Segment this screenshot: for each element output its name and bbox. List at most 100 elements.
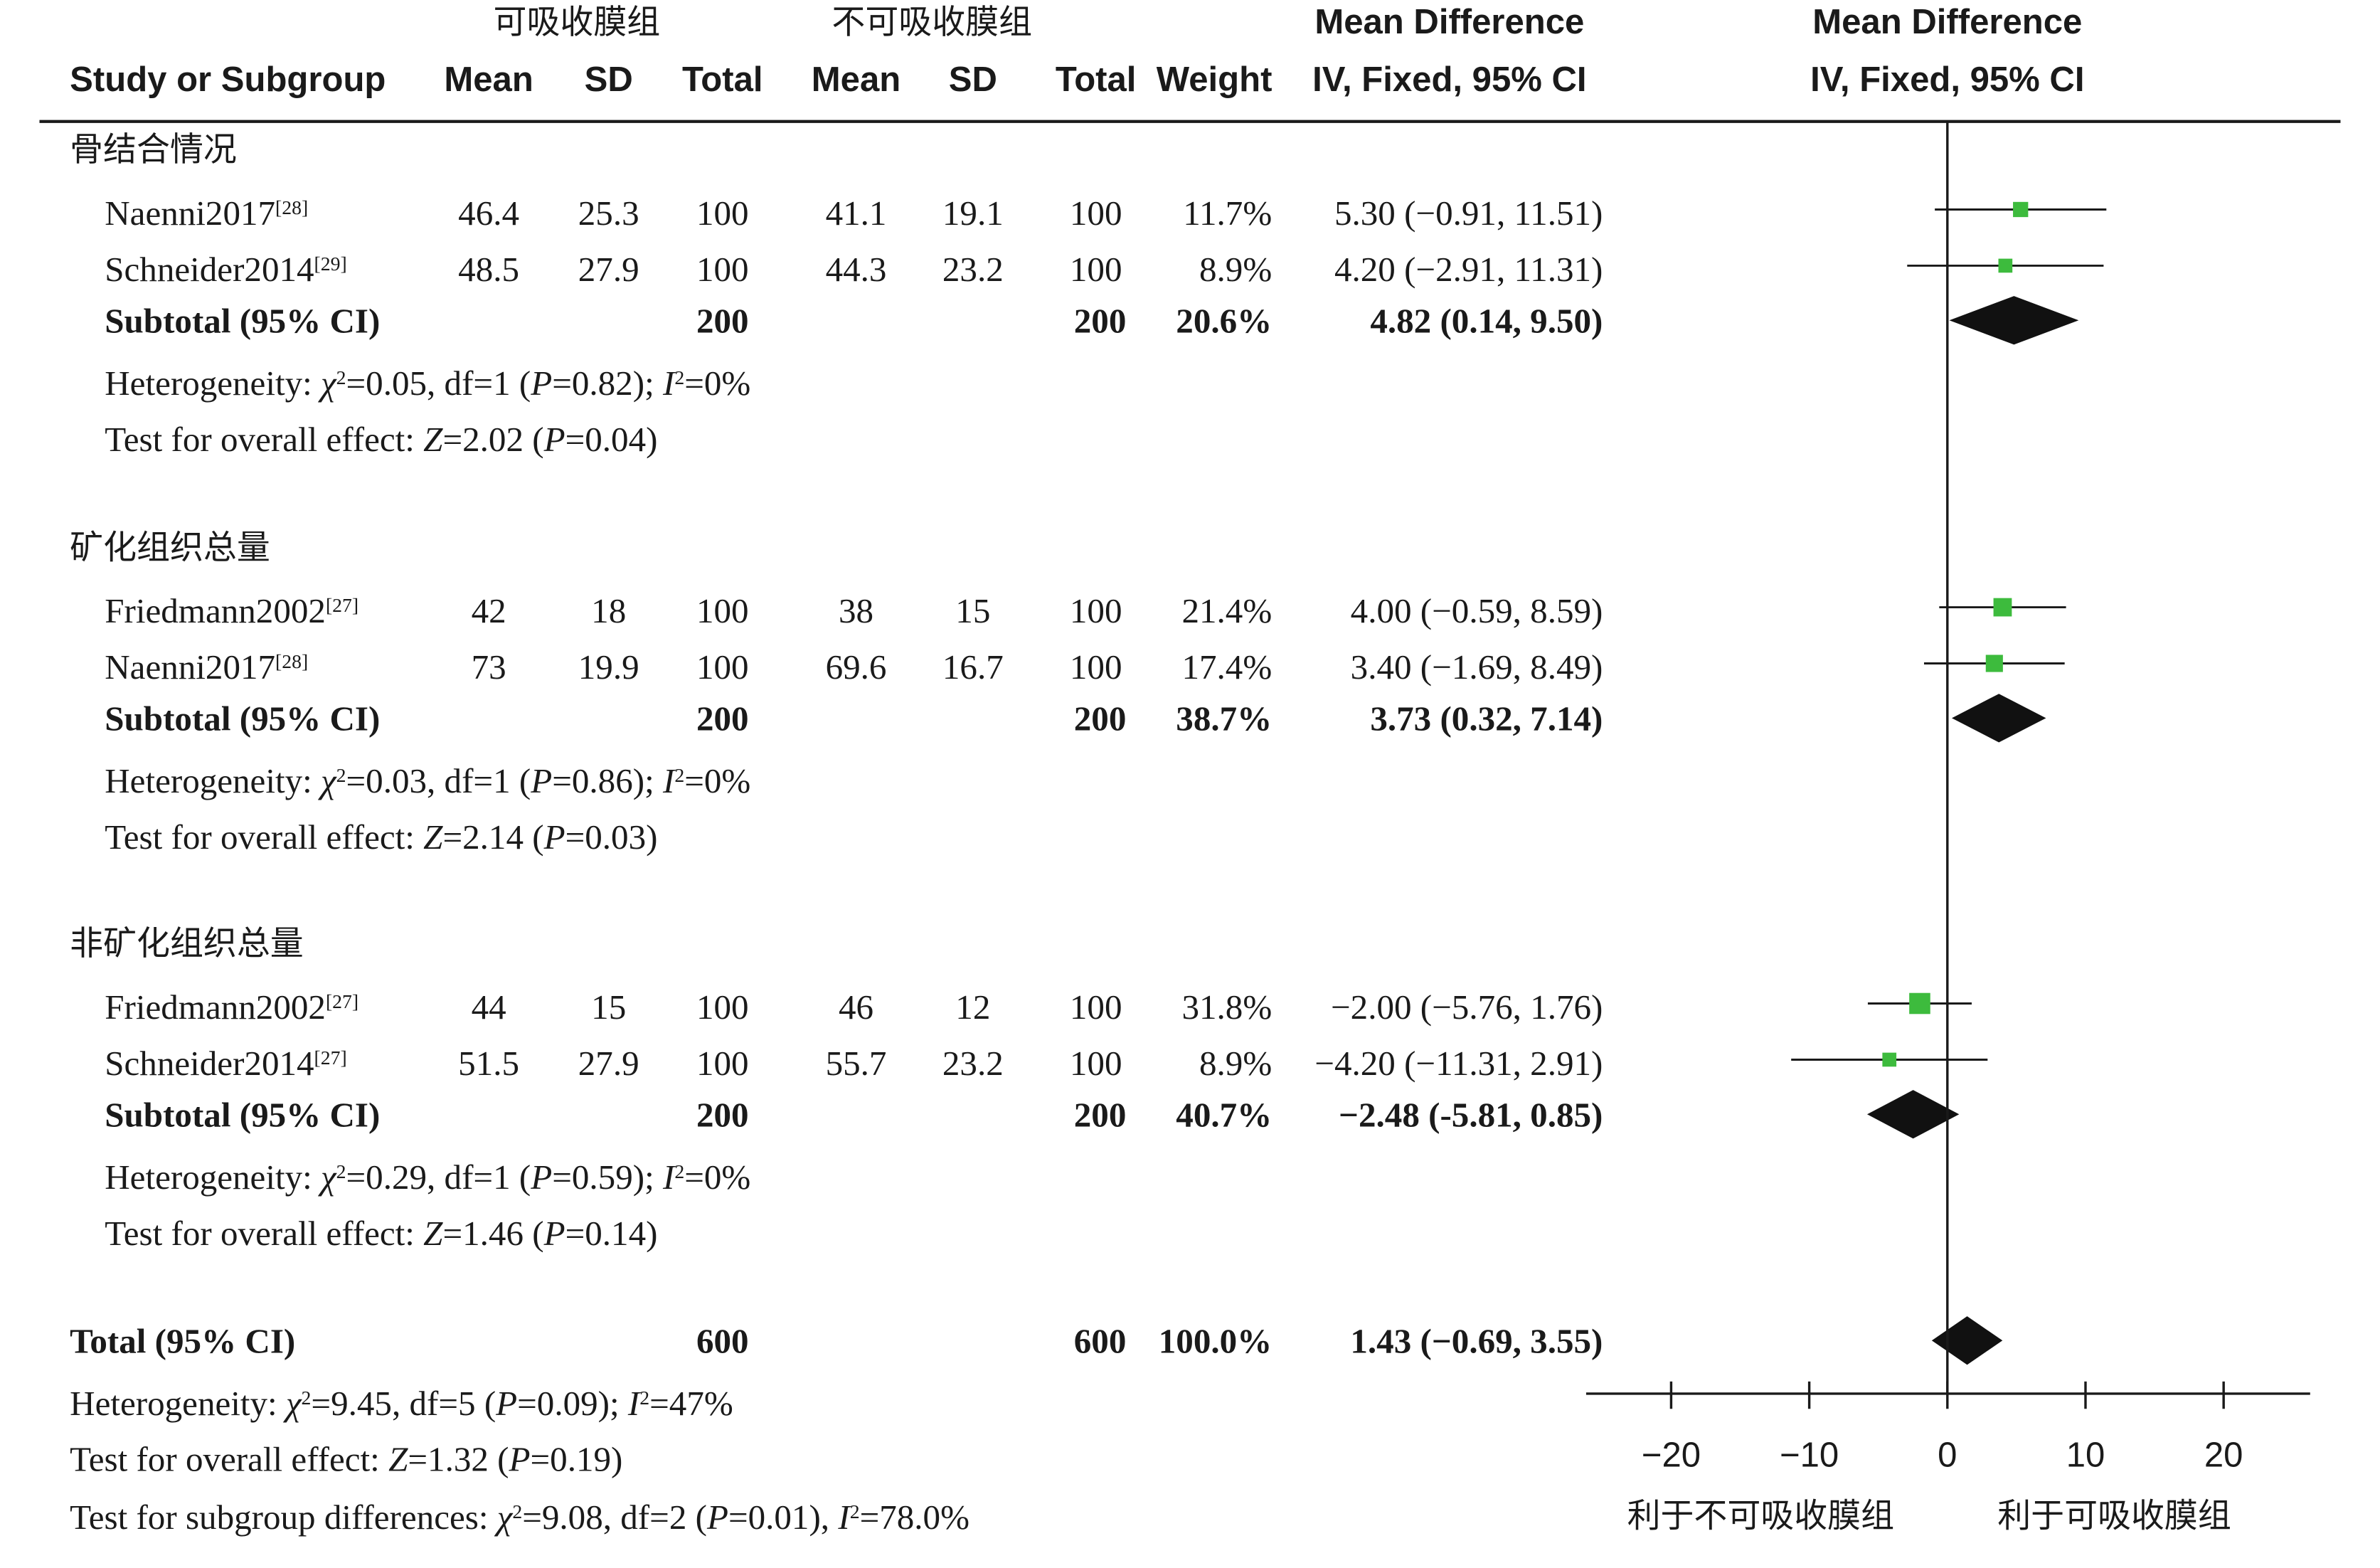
column-header: Total	[682, 60, 763, 99]
experimental-group-header: 可吸收膜组	[494, 3, 661, 42]
overall-effect-text: Test for overall effect: Z=2.14 (P=0.03)	[105, 817, 657, 857]
heterogeneity-text: Heterogeneity: χ2=0.05, df=1 (P=0.82); I…	[105, 364, 750, 403]
subtotal-exp-total: 200	[696, 301, 749, 340]
study-weight: 31.8%	[1181, 987, 1272, 1027]
exp-total: 100	[696, 591, 749, 630]
ctrl-sd: 23.2	[942, 250, 1004, 289]
heterogeneity-text: Heterogeneity: χ2=0.29, df=1 (P=0.59); I…	[105, 1158, 750, 1197]
x-tick-label: −20	[1642, 1436, 1701, 1474]
control-group-header: 不可吸收膜组	[832, 3, 1032, 42]
subtotal-diamond	[1952, 694, 2046, 743]
study-reference: [27]	[326, 990, 358, 1012]
exp-mean: 42	[472, 591, 506, 630]
study-point	[1993, 598, 2012, 617]
study-reference: [29]	[314, 253, 347, 275]
study-md-ci: −2.00 (−5.76, 1.76)	[1331, 987, 1603, 1027]
subtotal-label: Subtotal (95% CI)	[105, 301, 380, 340]
subtotal-weight: 20.6%	[1176, 301, 1272, 340]
md-table-header-2: IV, Fixed, 95% CI	[1312, 60, 1586, 99]
ctrl-mean: 69.6	[826, 647, 887, 687]
ctrl-total: 100	[1070, 194, 1122, 233]
x-tick-label: 20	[2204, 1436, 2243, 1474]
ctrl-mean: 38	[839, 591, 873, 630]
subtotal-ctrl-total: 200	[1074, 699, 1127, 738]
study-name: Friedmann2002[27]	[105, 591, 358, 630]
study-weight: 21.4%	[1181, 591, 1272, 630]
study-point	[1909, 992, 1930, 1015]
study-reference: [28]	[275, 650, 308, 672]
overall-effect-text: Test for overall effect: Z=2.02 (P=0.04)	[105, 420, 657, 459]
md-table-header-1: Mean Difference	[1314, 3, 1584, 41]
study-weight: 17.4%	[1181, 647, 1272, 687]
exp-sd: 19.9	[578, 647, 639, 687]
ctrl-total: 100	[1070, 987, 1122, 1027]
study-point	[1985, 655, 2003, 672]
x-tick-label: −10	[1780, 1436, 1839, 1474]
subtotal-md-ci: 4.82 (0.14, 9.50)	[1370, 301, 1603, 340]
total-exp: 600	[696, 1321, 749, 1360]
subtotal-weight: 38.7%	[1176, 699, 1272, 738]
subtotal-md-ci: −2.48 (-5.81, 0.85)	[1339, 1095, 1603, 1134]
ctrl-total: 100	[1070, 250, 1122, 289]
exp-total: 100	[696, 194, 749, 233]
subtotal-exp-total: 200	[696, 1095, 749, 1134]
ctrl-total: 100	[1070, 591, 1122, 630]
ctrl-sd: 16.7	[942, 647, 1004, 687]
column-header: Weight	[1157, 60, 1273, 99]
exp-total: 100	[696, 647, 749, 687]
study-name: Schneider2014[27]	[105, 1044, 347, 1083]
study-weight: 8.9%	[1199, 250, 1272, 289]
study-reference: [27]	[314, 1047, 347, 1069]
ctrl-sd: 19.1	[942, 194, 1004, 233]
study-md-ci: 5.30 (−0.91, 11.51)	[1334, 194, 1603, 233]
subtotal-weight: 40.7%	[1176, 1095, 1272, 1134]
favours-right-label: 利于可吸收膜组	[1997, 1497, 2231, 1536]
exp-sd: 15	[591, 987, 626, 1027]
x-tick-label: 10	[2066, 1436, 2105, 1474]
column-header: Total	[1056, 60, 1137, 99]
total-ctrl: 600	[1074, 1321, 1127, 1360]
subgroup-title: 矿化组织总量	[70, 528, 270, 567]
ctrl-sd: 12	[955, 987, 990, 1027]
exp-sd: 25.3	[578, 194, 639, 233]
column-header: SD	[949, 60, 997, 99]
subgroup-title: 非矿化组织总量	[70, 924, 304, 963]
subgroup-title: 骨结合情况	[70, 130, 237, 169]
column-header: Mean	[812, 60, 901, 99]
subtotal-label: Subtotal (95% CI)	[105, 699, 380, 738]
overall-effect-text: Test for overall effect: Z=1.46 (P=0.14)	[105, 1214, 657, 1253]
study-reference: [28]	[275, 196, 308, 218]
study-md-ci: 3.40 (−1.69, 8.49)	[1351, 647, 1603, 687]
md-plot-header-1: Mean Difference	[1812, 3, 2082, 41]
ctrl-total: 100	[1070, 1044, 1122, 1083]
study-point	[1882, 1052, 1897, 1067]
exp-mean: 46.4	[458, 194, 519, 233]
column-header: Study or Subgroup	[70, 60, 386, 99]
study-name: Schneider2014[29]	[105, 250, 347, 289]
study-point	[1998, 258, 2013, 273]
ctrl-total: 100	[1070, 647, 1122, 687]
md-plot-header-2: IV, Fixed, 95% CI	[1810, 60, 2084, 99]
ctrl-mean: 46	[839, 987, 873, 1027]
study-md-ci: 4.00 (−0.59, 8.59)	[1351, 591, 1603, 630]
ctrl-sd: 23.2	[942, 1044, 1004, 1083]
subtotal-diamond	[1866, 1090, 1960, 1139]
x-tick-label: 0	[1938, 1436, 1957, 1474]
heterogeneity-text: Heterogeneity: χ2=0.03, df=1 (P=0.86); I…	[105, 761, 750, 800]
subgroup-differences-text: Test for subgroup differences: χ2=9.08, …	[70, 1498, 969, 1537]
subtotal-exp-total: 200	[696, 699, 749, 738]
exp-total: 100	[696, 1044, 749, 1083]
ctrl-sd: 15	[955, 591, 990, 630]
subtotal-ctrl-total: 200	[1074, 1095, 1127, 1134]
exp-total: 100	[696, 987, 749, 1027]
total-md-ci: 1.43 (−0.69, 3.55)	[1350, 1321, 1603, 1360]
study-weight: 8.9%	[1199, 1044, 1272, 1083]
study-name: Naenni2017[28]	[105, 194, 308, 233]
total-diamond	[1931, 1316, 2003, 1365]
exp-sd: 18	[591, 591, 626, 630]
study-reference: [27]	[326, 594, 358, 616]
overall-effect-total: Test for overall effect: Z=1.32 (P=0.19)	[70, 1440, 622, 1479]
study-name: Naenni2017[28]	[105, 647, 308, 687]
study-point	[2013, 201, 2029, 218]
